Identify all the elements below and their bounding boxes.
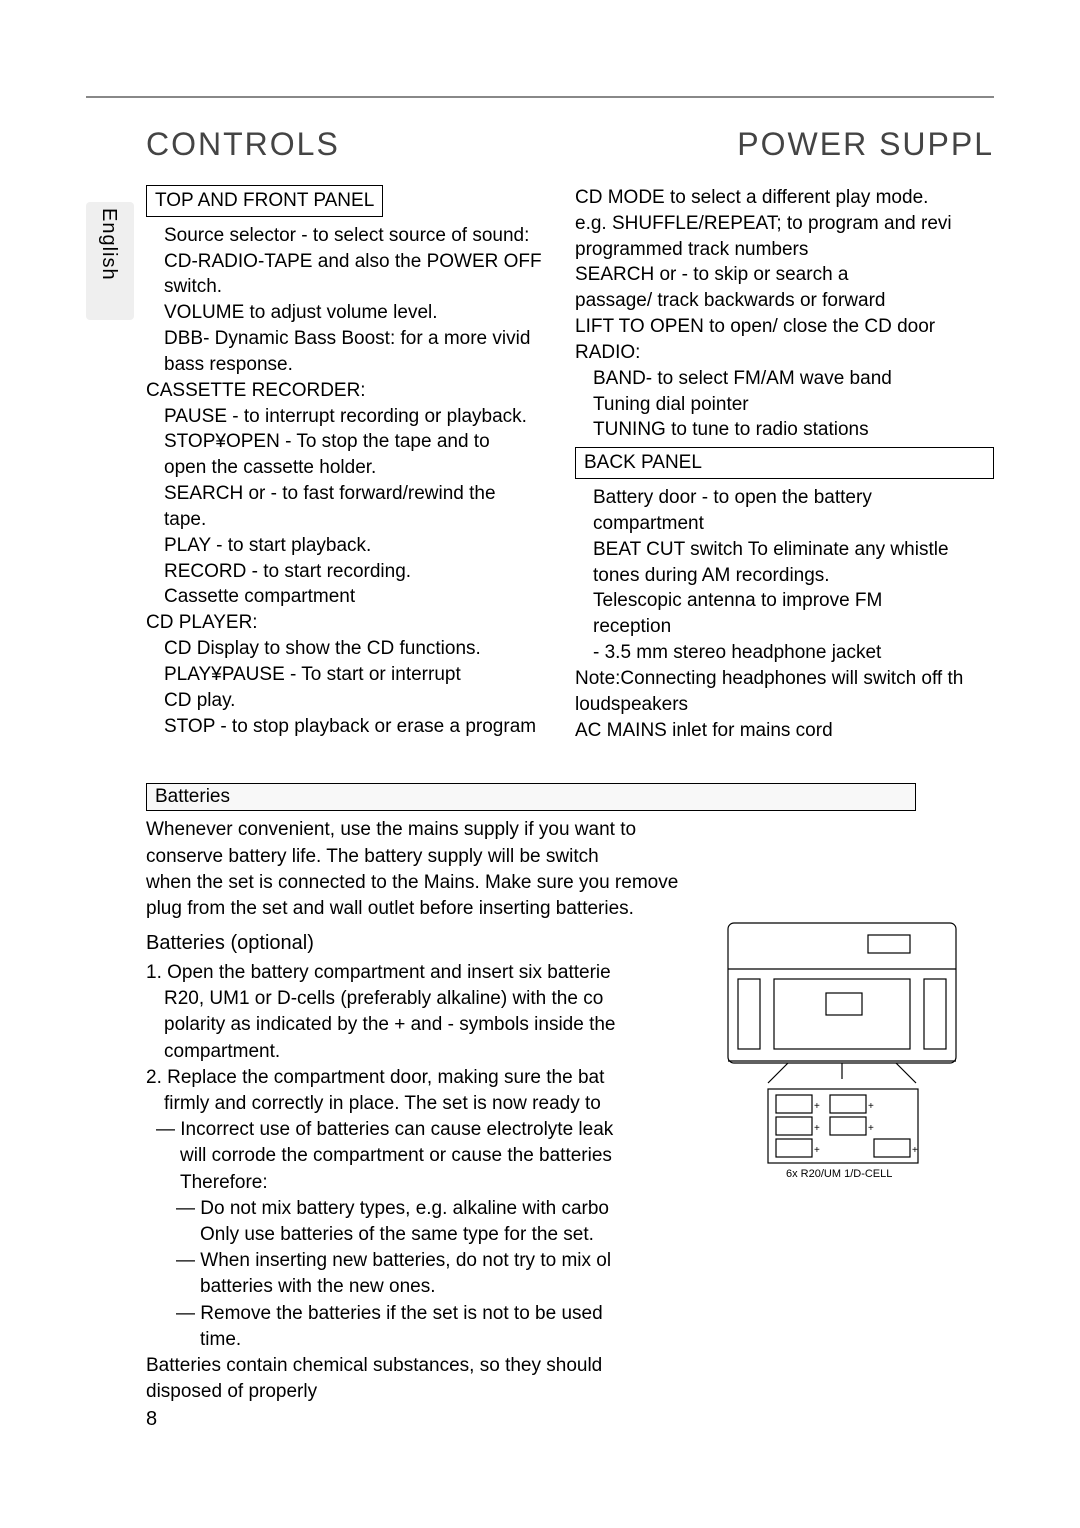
- cassette-label: CASSETTE RECORDER:: [146, 378, 565, 404]
- text-line: switch.: [146, 274, 565, 300]
- text-line: BEAT CUT switch To eliminate any whistle: [575, 537, 994, 563]
- text-line: Batteries contain chemical substances, s…: [146, 1353, 926, 1379]
- text-line: TUNING to tune to radio stations: [575, 417, 994, 443]
- text-line: Source selector - to select source of so…: [146, 223, 565, 249]
- text-line: disposed of properly: [146, 1379, 926, 1405]
- text-line: STOP - to stop playback or erase a progr…: [146, 714, 565, 740]
- text-line: STOP¥OPEN - To stop the tape and to: [146, 429, 565, 455]
- text-line: compartment: [575, 511, 994, 537]
- text-line: open the cassette holder.: [146, 455, 565, 481]
- text-line: LIFT TO OPEN to open/ close the CD door: [575, 314, 994, 340]
- text-line: Telescopic antenna to improve FM: [575, 588, 994, 614]
- text-line: RECORD - to start recording.: [146, 559, 565, 585]
- text-line: tape.: [146, 507, 565, 533]
- text-line: DBB- Dynamic Bass Boost: for a more vivi…: [146, 326, 565, 352]
- svg-text:+: +: [814, 1145, 820, 1156]
- text-line: programmed track numbers: [575, 237, 994, 263]
- left-column: TOP AND FRONT PANEL Source selector - to…: [146, 185, 565, 743]
- text-line: BAND- to select FM/AM wave band: [575, 366, 994, 392]
- text-line: PLAY - to start playback.: [146, 533, 565, 559]
- text-line: Only use batteries of the same type for …: [146, 1222, 926, 1248]
- text-line: CD MODE to select a different play mode.: [575, 185, 994, 211]
- text-line: passage/ track backwards or forward: [575, 288, 994, 314]
- text-line: batteries with the new ones.: [146, 1274, 926, 1300]
- svg-text:+: +: [868, 1101, 874, 1112]
- cd-player-label: CD PLAYER:: [146, 610, 565, 636]
- text-line: e.g. SHUFFLE/REPEAT; to program and revi: [575, 211, 994, 237]
- battery-diagram: + + + + + + 6x R20/UM 1/D-CELL: [718, 917, 966, 1185]
- top-front-panel-title: TOP AND FRONT PANEL: [146, 185, 383, 217]
- text-line: Battery door - to open the battery: [575, 485, 994, 511]
- text-line: CD-RADIO-TAPE and also the POWER OFF: [146, 249, 565, 275]
- heading-power-supply: POWER SUPPL: [737, 126, 994, 163]
- language-label: English: [97, 208, 120, 281]
- text-line: — Remove the batteries if the set is not…: [146, 1301, 926, 1327]
- back-panel-title: BACK PANEL: [575, 447, 994, 479]
- text-line: bass response.: [146, 352, 565, 378]
- text-line: PAUSE - to interrupt recording or playba…: [146, 404, 565, 430]
- diagram-caption: 6x R20/UM 1/D-CELL: [786, 1168, 892, 1180]
- text-line: PLAY¥PAUSE - To start or interrupt: [146, 662, 565, 688]
- right-column: CD MODE to select a different play mode.…: [575, 185, 994, 743]
- text-line: — When inserting new batteries, do not t…: [146, 1248, 926, 1274]
- svg-text:+: +: [814, 1123, 820, 1134]
- text-line: VOLUME to adjust volume level.: [146, 300, 565, 326]
- svg-text:+: +: [912, 1145, 918, 1156]
- text-line: tones during AM recordings.: [575, 563, 994, 589]
- page: English CONTROLS POWER SUPPL TOP AND FRO…: [86, 96, 994, 1416]
- svg-text:+: +: [814, 1101, 820, 1112]
- text-line: when the set is connected to the Mains. …: [146, 870, 926, 896]
- text-line: Tuning dial pointer: [575, 392, 994, 418]
- svg-text:+: +: [868, 1123, 874, 1134]
- text-line: CD play.: [146, 688, 565, 714]
- two-column-body: TOP AND FRONT PANEL Source selector - to…: [86, 185, 994, 743]
- heading-controls: CONTROLS: [146, 126, 340, 163]
- page-number: 8: [146, 1408, 994, 1431]
- radio-label: RADIO:: [575, 340, 994, 366]
- headings-row: CONTROLS POWER SUPPL: [86, 126, 994, 163]
- text-line: - 3.5 mm stereo headphone jacket: [575, 640, 994, 666]
- text-line: Cassette compartment: [146, 584, 565, 610]
- text-line: time.: [146, 1327, 926, 1353]
- text-line: CD Display to show the CD functions.: [146, 636, 565, 662]
- text-line: SEARCH or - to fast forward/rewind the: [146, 481, 565, 507]
- text-line: SEARCH or - to skip or search a: [575, 262, 994, 288]
- text-line: conserve battery life. The battery suppl…: [146, 844, 926, 870]
- text-line: Whenever convenient, use the mains suppl…: [146, 817, 926, 843]
- batteries-body: Whenever convenient, use the mains suppl…: [146, 817, 926, 1405]
- text-line: — Do not mix battery types, e.g. alkalin…: [146, 1196, 926, 1222]
- text-line: reception: [575, 614, 994, 640]
- battery-diagram-svg: + + + + + + 6x R20/UM 1/D-CELL: [718, 917, 966, 1185]
- batteries-title: Batteries: [146, 783, 916, 811]
- text-line: AC MAINS inlet for mains cord: [575, 718, 994, 744]
- text-line: loudspeakers: [575, 692, 994, 718]
- text-line: Note:Connecting headphones will switch o…: [575, 666, 994, 692]
